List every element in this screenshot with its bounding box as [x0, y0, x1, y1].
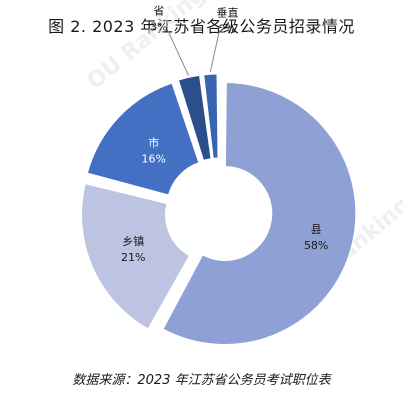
slice-4 — [177, 74, 212, 161]
slice-3 — [86, 82, 200, 196]
slice-percent-label: 16% — [142, 153, 166, 166]
slice-category-label: 省 — [153, 5, 164, 18]
leader-line — [166, 28, 189, 76]
slice-percent-label: 3% — [150, 21, 167, 34]
slice-percent-label: 58% — [304, 239, 328, 252]
leader-line — [209, 30, 220, 73]
labels-group: 县 58% 乡镇 21% 市 16% 省 3% 垂直 2% — [121, 5, 328, 265]
slices-group — [81, 73, 357, 345]
slice-percent-label: 2% — [219, 23, 236, 36]
slice-category-label: 县 — [311, 223, 322, 236]
slice-1 — [162, 81, 357, 345]
slice-5 — [203, 73, 219, 159]
slice-percent-label: 21% — [121, 251, 145, 264]
slice-category-label: 垂直 — [216, 6, 238, 20]
slice-2 — [81, 183, 191, 330]
slice-category-label: 市 — [148, 136, 159, 150]
chart-title: 图 2. 2023 年江苏省各级公务员招录情况 — [48, 17, 355, 36]
source-note: 数据来源：2023 年江苏省公务员考试职位表 — [72, 373, 331, 388]
slice-category-label: 乡镇 — [122, 234, 144, 248]
